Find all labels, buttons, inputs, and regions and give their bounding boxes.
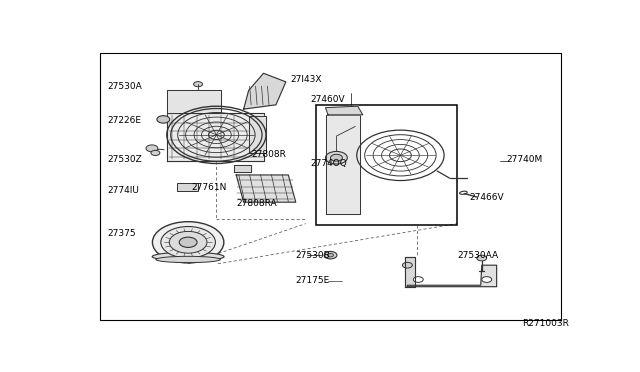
Circle shape [152, 222, 224, 263]
Polygon shape [234, 165, 251, 172]
Bar [316, 105, 457, 225]
Circle shape [328, 253, 333, 257]
Circle shape [326, 151, 348, 164]
Text: 27530B: 27530B [296, 251, 330, 260]
Circle shape [146, 145, 158, 152]
Circle shape [330, 154, 342, 161]
Ellipse shape [152, 252, 224, 261]
Text: 27740M: 27740M [507, 155, 543, 164]
Text: 27375: 27375 [108, 229, 136, 238]
Polygon shape [167, 90, 221, 113]
Circle shape [403, 262, 412, 268]
Text: 27761N: 27761N [191, 183, 227, 192]
Text: 27I43X: 27I43X [291, 74, 323, 83]
Text: 27530Z: 27530Z [108, 155, 142, 164]
Polygon shape [244, 73, 286, 109]
Polygon shape [249, 116, 266, 154]
Text: 27530AA: 27530AA [457, 251, 498, 260]
Polygon shape [326, 106, 363, 115]
Circle shape [151, 150, 160, 155]
Polygon shape [236, 175, 296, 202]
Text: 27466V: 27466V [469, 193, 504, 202]
Text: 27808R: 27808R [251, 150, 286, 158]
Text: 2774OQ: 2774OQ [310, 159, 348, 168]
Polygon shape [326, 115, 360, 214]
Circle shape [477, 255, 487, 261]
Polygon shape [167, 113, 264, 161]
Text: 27175E: 27175E [296, 276, 330, 285]
Circle shape [193, 81, 202, 87]
Circle shape [482, 277, 492, 282]
Text: 27460V: 27460V [310, 94, 345, 103]
Circle shape [169, 231, 207, 253]
Polygon shape [405, 257, 415, 287]
Text: 27808RA: 27808RA [236, 199, 277, 208]
Text: R271003R: R271003R [522, 319, 568, 328]
Circle shape [413, 277, 423, 282]
Bar [177, 183, 198, 191]
Circle shape [179, 237, 197, 247]
Circle shape [161, 227, 216, 258]
Circle shape [157, 116, 170, 123]
Text: 27530A: 27530A [108, 82, 142, 91]
Polygon shape [408, 265, 497, 287]
Text: 2774IU: 2774IU [108, 186, 139, 195]
Circle shape [324, 251, 337, 259]
Text: 27226E: 27226E [108, 116, 141, 125]
Ellipse shape [156, 256, 220, 263]
